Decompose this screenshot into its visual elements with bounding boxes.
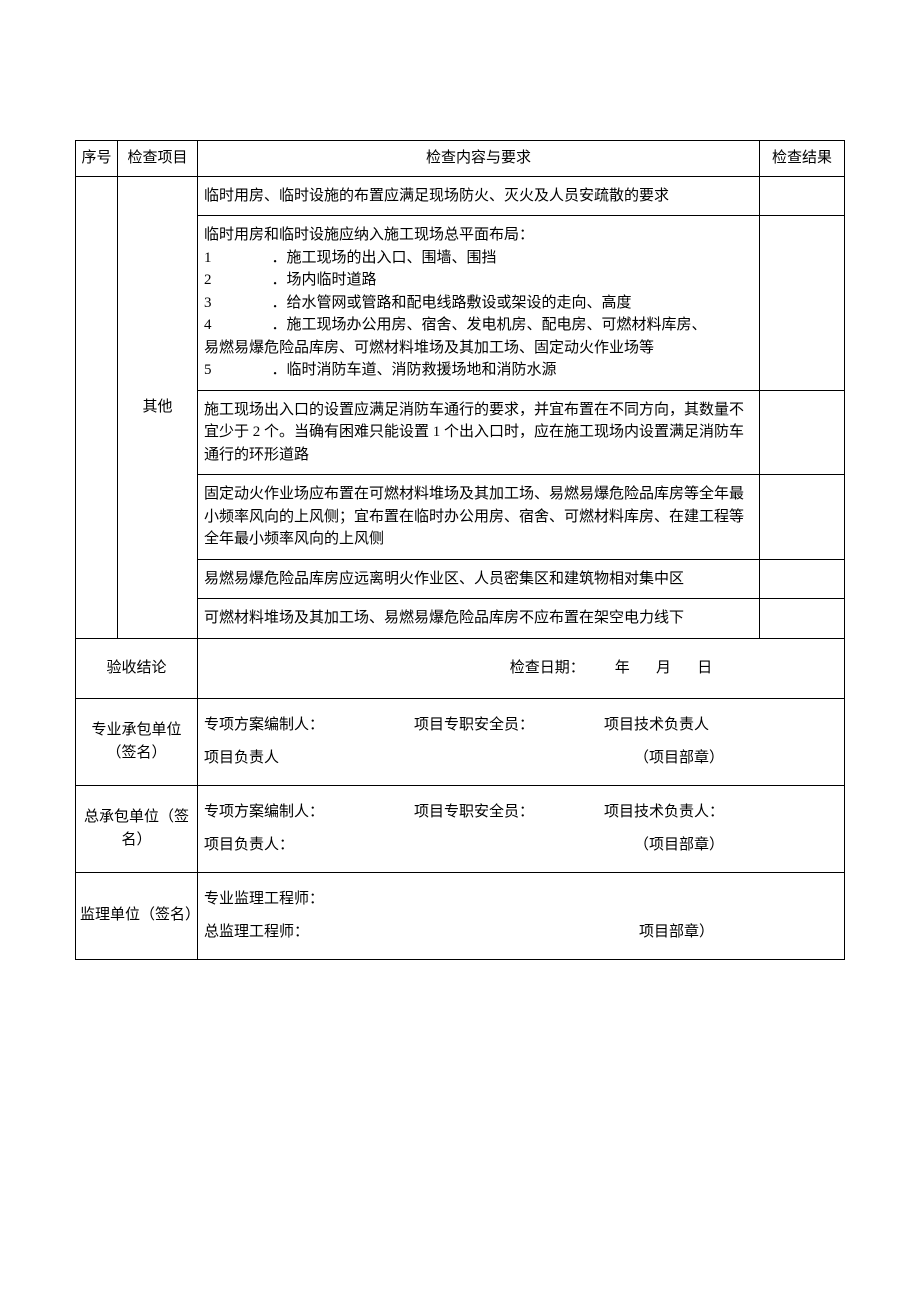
sig2-content: 专项方案编制人：项目专职安全员：项目技术负责人： 项目负责人：（项目部章） xyxy=(198,785,845,872)
result-cell-1 xyxy=(760,176,845,216)
sig3-line2: 总监理工程师：项目部章） xyxy=(204,916,838,949)
content-cell-2: 临时用房和临时设施应纳入施工现场总平面布局： 1．施工现场的出入口、围墙、围挡 … xyxy=(198,216,760,391)
conclusion-date: 检查日期： 年 月 日 xyxy=(198,638,845,698)
sig-row-2: 总承包单位（签名） 专项方案编制人：项目专职安全员：项目技术负责人： 项目负责人… xyxy=(76,785,845,872)
content-row-1: 其他 临时用房、临时设施的布置应满足现场防火、灭火及人员安疏散的要求 xyxy=(76,176,845,216)
header-content: 检查内容与要求 xyxy=(198,141,760,177)
content-cell-6: 可燃材料堆场及其加工场、易燃易爆危险品库房不应布置在架空电力线下 xyxy=(198,599,760,639)
result-cell-2 xyxy=(760,216,845,391)
content-cell-5: 易燃易爆危险品库房应远离明火作业区、人员密集区和建筑物相对集中区 xyxy=(198,559,760,599)
conclusion-row: 验收结论 检查日期： 年 月 日 xyxy=(76,638,845,698)
sig2-label: 总承包单位（签名） xyxy=(76,785,198,872)
sig-row-3: 监理单位（签名） 专业监理工程师： 总监理工程师：项目部章） xyxy=(76,872,845,959)
conclusion-label: 验收结论 xyxy=(76,638,198,698)
sig3-line1: 专业监理工程师： xyxy=(204,883,838,916)
seq-cell xyxy=(76,176,118,638)
inspection-table: 序号 检查项目 检查内容与要求 检查结果 其他 临时用房、临时设施的布置应满足现… xyxy=(75,140,845,960)
content-cell-3: 施工现场出入口的设置应满足消防车通行的要求，并宜布置在不同方向，其数量不宜少于 … xyxy=(198,390,760,475)
sig1-content: 专项方案编制人：项目专职安全员：项目技术负责人 项目负责人（项目部章） xyxy=(198,698,845,785)
list-item-5: 5．临时消防车道、消防救援场地和消防水源 xyxy=(204,359,753,382)
list-item-4: 4．施工现场办公用房、宿舍、发电机房、配电房、可燃材料库房、 xyxy=(204,314,753,337)
result-cell-4 xyxy=(760,475,845,560)
list-intro: 临时用房和临时设施应纳入施工现场总平面布局： xyxy=(204,224,753,247)
table-header-row: 序号 检查项目 检查内容与要求 检查结果 xyxy=(76,141,845,177)
sig1-line1: 专项方案编制人：项目专职安全员：项目技术负责人 xyxy=(204,709,838,742)
list-item-2: 2．场内临时道路 xyxy=(204,269,753,292)
item-label: 其他 xyxy=(118,176,198,638)
result-cell-6 xyxy=(760,599,845,639)
list-item-1: 1．施工现场的出入口、围墙、围挡 xyxy=(204,247,753,270)
sig-row-1: 专业承包单位（签名） 专项方案编制人：项目专职安全员：项目技术负责人 项目负责人… xyxy=(76,698,845,785)
sig2-line1: 专项方案编制人：项目专职安全员：项目技术负责人： xyxy=(204,796,838,829)
sig2-line2: 项目负责人：（项目部章） xyxy=(204,829,838,862)
sig1-label: 专业承包单位（签名） xyxy=(76,698,198,785)
content-cell-1: 临时用房、临时设施的布置应满足现场防火、灭火及人员安疏散的要求 xyxy=(198,176,760,216)
result-cell-5 xyxy=(760,559,845,599)
header-seq: 序号 xyxy=(76,141,118,177)
result-cell-3 xyxy=(760,390,845,475)
header-item: 检查项目 xyxy=(118,141,198,177)
sig3-label: 监理单位（签名） xyxy=(76,872,198,959)
sig3-content: 专业监理工程师： 总监理工程师：项目部章） xyxy=(198,872,845,959)
header-result: 检查结果 xyxy=(760,141,845,177)
sig1-line2: 项目负责人（项目部章） xyxy=(204,742,838,775)
list-item-4-cont: 易燃易爆危险品库房、可燃材料堆场及其加工场、固定动火作业场等 xyxy=(204,337,753,360)
content-cell-4: 固定动火作业场应布置在可燃材料堆场及其加工场、易燃易爆危险品库房等全年最小频率风… xyxy=(198,475,760,560)
list-item-3: 3．给水管网或管路和配电线路敷设或架设的走向、高度 xyxy=(204,292,753,315)
